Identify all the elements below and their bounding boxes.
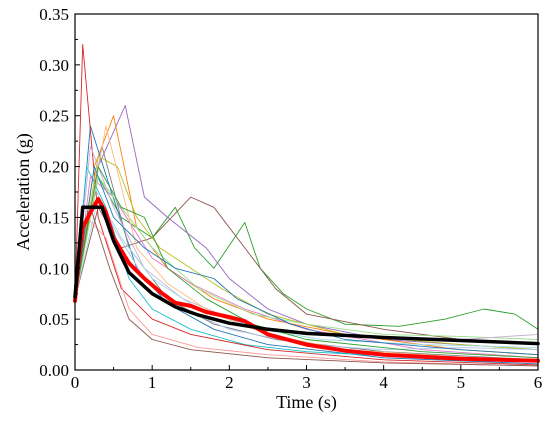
- record-spectrum-line-19: [74, 166, 539, 359]
- y-tick-label: 0.05: [39, 310, 69, 329]
- x-tick-label: 3: [302, 373, 311, 392]
- record-spectrum-line-2: [74, 176, 539, 330]
- record-spectrum-line-16: [74, 216, 539, 367]
- x-tick-label: 0: [71, 373, 80, 392]
- y-tick-label: 0.35: [39, 5, 69, 24]
- record-spectrum-line-13: [74, 176, 539, 340]
- x-tick-label: 5: [457, 373, 466, 392]
- y-tick-label: 0.30: [39, 56, 69, 75]
- y-tick-label: 0.00: [39, 361, 69, 380]
- x-tick-label: 1: [148, 373, 157, 392]
- record-spectrum-line-17: [74, 196, 539, 349]
- design-spectrum-line: [73, 205, 540, 346]
- record-spectrum-line-4: [74, 105, 539, 351]
- y-tick-label: 0.25: [39, 107, 69, 126]
- record-spectrum-line-11: [74, 145, 539, 361]
- y-tick-label: 0.15: [39, 208, 69, 227]
- x-axis-label: Time (s): [276, 392, 337, 413]
- record-spectrum-line-8: [74, 44, 539, 366]
- x-tick-label: 4: [379, 373, 388, 392]
- record-spectrum-line-3: [74, 196, 539, 346]
- y-axis-label: Acceleration (g): [13, 133, 34, 250]
- y-tick-label: 0.10: [39, 259, 69, 278]
- axis-layer: 0.00 0.05 0.10 0.15 0.20 0.25 0.30 0.35 0 1 2 3 4 5 6: [39, 5, 542, 392]
- record-spectrum-line-14: [74, 145, 539, 340]
- record-spectrum-line-20: [74, 166, 539, 356]
- record-spectrum-line-18: [74, 206, 539, 367]
- record-spectrum-line-10: [74, 176, 539, 359]
- plot-frame: [74, 13, 539, 371]
- series-layer: [73, 44, 540, 367]
- y-tick-label: 0.20: [39, 158, 69, 177]
- record-spectrum-line-9: [74, 155, 539, 351]
- record-spectrum-line-5: [74, 115, 539, 356]
- x-tick-label: 2: [225, 373, 234, 392]
- x-tick-label: 6: [534, 373, 543, 392]
